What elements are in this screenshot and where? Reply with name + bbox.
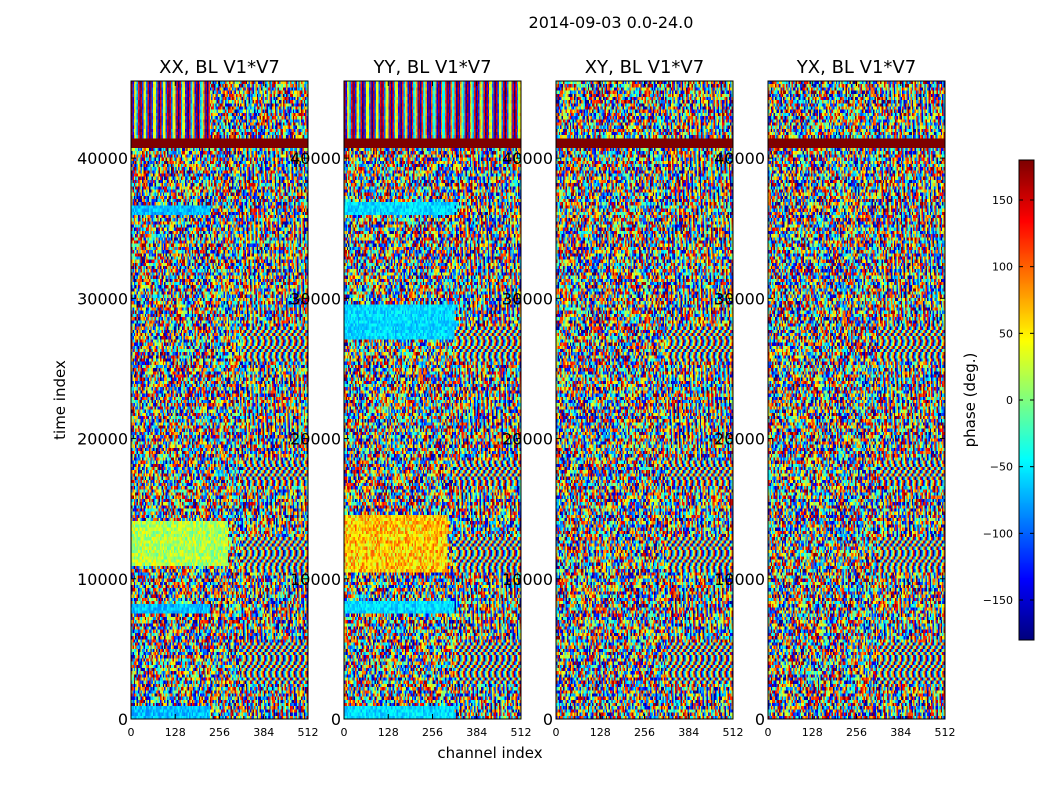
y-tick-label: 30000	[77, 289, 128, 308]
figure-suptitle: 2014-09-03 0.0-24.0	[529, 13, 694, 32]
colorbar-tick-label: −150	[983, 594, 1013, 607]
x-tick-label: 0	[128, 726, 135, 739]
heatmap-image	[344, 81, 521, 719]
panel-3: XY, BL V1*V7 0 128 256 384 512 0 10000 20000 3000…	[502, 57, 743, 739]
colorbar-tick-label: −50	[990, 461, 1013, 474]
colorbar-tick-label: −100	[983, 527, 1013, 540]
y-tick-label: 0	[755, 710, 765, 729]
panel-title: XX, BL V1*V7	[159, 57, 280, 78]
x-tick-label: 0	[341, 726, 348, 739]
x-tick-label: 256	[846, 726, 867, 739]
colorbar-tick-label: 150	[992, 194, 1013, 207]
y-tick-label: 0	[331, 710, 341, 729]
x-tick-label: 512	[935, 726, 956, 739]
y-tick-label: 30000	[502, 289, 553, 308]
colorbar-label: phase (deg.)	[961, 353, 979, 448]
y-tick-label: 40000	[290, 149, 341, 168]
panel-title: YY, BL V1*V7	[372, 57, 491, 78]
colorbar-tick-label: 50	[999, 327, 1013, 340]
y-tick-label: 0	[118, 710, 128, 729]
heatmap-image	[556, 81, 733, 719]
y-tick-label: 40000	[502, 149, 553, 168]
y-tick-label: 30000	[290, 289, 341, 308]
y-tick-label: 0	[543, 710, 553, 729]
x-tick-label: 256	[634, 726, 655, 739]
panel-title: XY, BL V1*V7	[585, 57, 704, 78]
y-tick-label: 10000	[714, 570, 765, 589]
x-tick-label: 128	[802, 726, 823, 739]
y-tick-label: 10000	[502, 570, 553, 589]
y-tick-label: 10000	[77, 570, 128, 589]
x-tick-label: 0	[553, 726, 560, 739]
panel-4: YX, BL V1*V7 0 128 256 384 512 0 10000 20000 3000…	[714, 57, 955, 739]
x-tick-label: 512	[298, 726, 319, 739]
x-tick-label: 128	[165, 726, 186, 739]
x-axis-label: channel index	[437, 744, 542, 762]
x-tick-label: 384	[466, 726, 487, 739]
heatmap-image	[131, 81, 308, 719]
x-tick-label: 128	[590, 726, 611, 739]
y-axis-label: time index	[51, 360, 69, 440]
y-tick-label: 30000	[714, 289, 765, 308]
panel-1: XX, BL V1*V7 0 128 256 384 512 0 10000 20000 3000…	[77, 57, 318, 739]
x-tick-label: 128	[378, 726, 399, 739]
x-tick-label: 512	[723, 726, 744, 739]
y-tick-label: 20000	[77, 430, 128, 449]
x-tick-label: 384	[890, 726, 911, 739]
y-tick-label: 20000	[290, 430, 341, 449]
x-tick-label: 256	[209, 726, 230, 739]
x-tick-label: 384	[678, 726, 699, 739]
colorbar-gradient	[1019, 160, 1034, 640]
panels: XX, BL V1*V7 0 128 256 384 512 0 10000 20000 3000…	[77, 57, 955, 739]
x-tick-label: 512	[511, 726, 532, 739]
x-tick-label: 256	[422, 726, 443, 739]
heatmap-image	[768, 81, 945, 719]
colorbar-tick-label: 100	[992, 261, 1013, 274]
colorbar: −150 −100 −50 0 50 100 150	[983, 159, 1035, 641]
x-tick-label: 384	[253, 726, 274, 739]
y-tick-label: 40000	[77, 149, 128, 168]
panel-title: YX, BL V1*V7	[796, 57, 916, 78]
colorbar-tick-label: 0	[1006, 394, 1013, 407]
y-tick-label: 10000	[290, 570, 341, 589]
panel-2: YY, BL V1*V7 0 128 256 384 512 0 10000 20000 3000…	[290, 57, 531, 739]
y-tick-label: 20000	[714, 430, 765, 449]
y-tick-label: 40000	[714, 149, 765, 168]
y-tick-label: 20000	[502, 430, 553, 449]
x-tick-label: 0	[765, 726, 772, 739]
